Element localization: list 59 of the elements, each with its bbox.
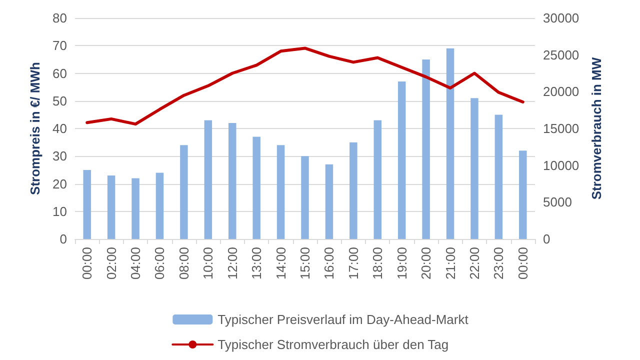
bar — [301, 156, 309, 239]
x-tick-label: 14:00 — [273, 247, 288, 280]
y-tick-label: 50 — [52, 93, 67, 108]
x-tick-label: 21:00 — [442, 247, 458, 280]
x-tick-label: 13:00 — [249, 247, 264, 280]
bar — [204, 120, 212, 239]
bar — [519, 150, 527, 239]
legend-label: Typischer Stromverbrauch über den Tag — [218, 337, 449, 352]
bar — [374, 120, 382, 239]
x-tick-label: 08:00 — [176, 247, 192, 280]
y2-tick-label: 15000 — [543, 121, 580, 136]
x-tick-label: 10:00 — [200, 247, 216, 280]
bar — [422, 59, 430, 239]
x-tick-label: 04:00 — [128, 247, 144, 280]
y2-tick-label: 30000 — [543, 10, 580, 26]
bar — [132, 178, 140, 239]
bar — [276, 145, 285, 239]
x-tick-label: 06:00 — [152, 247, 168, 280]
y-axis-title: Strompreis in €/ MWh — [28, 62, 43, 195]
y-tick-label: 60 — [52, 66, 67, 81]
x-tick-label: 02:00 — [104, 247, 119, 280]
legend-label: Typischer Preisverlauf im Day-Ahead-Markt — [218, 312, 469, 327]
y2-tick-label: 0 — [543, 232, 550, 246]
x-tick-label: 00:00 — [80, 247, 95, 280]
x-tick-label: 22:00 — [466, 247, 482, 280]
y2-tick-label: 10000 — [543, 158, 580, 173]
bar — [350, 142, 358, 239]
y-tick-label: 20 — [52, 176, 67, 192]
bar — [252, 136, 260, 239]
y2-axis-title: Stromverbrauch in MW — [589, 56, 604, 200]
bar — [180, 145, 188, 239]
y-tick-label: 70 — [52, 38, 67, 54]
y-tick-label: 30 — [52, 148, 67, 164]
y-tick-label: 80 — [52, 10, 67, 26]
y2-tick-label: 25000 — [543, 47, 580, 62]
x-tick-label: 23:00 — [491, 247, 506, 280]
x-tick-label: 19:00 — [394, 247, 410, 280]
bar — [398, 82, 406, 239]
bar — [156, 172, 164, 239]
y-tick-label: 10 — [52, 204, 67, 219]
x-tick-label: 16:00 — [322, 247, 337, 280]
bar — [446, 48, 454, 239]
y-tick-label: 40 — [52, 121, 67, 136]
bar — [470, 98, 478, 239]
y2-tick-label: 20000 — [543, 84, 580, 100]
bar — [325, 164, 334, 239]
x-tick-label: 20:00 — [418, 247, 434, 280]
y-tick-label: 0 — [60, 232, 67, 246]
line-series — [86, 46, 524, 126]
x-tick-label: 18:00 — [370, 247, 386, 280]
bar — [83, 170, 91, 239]
x-tick-label: 00:00 — [515, 247, 530, 280]
bar — [494, 114, 503, 239]
bar — [228, 122, 236, 239]
x-tick-label: 15:00 — [298, 247, 312, 280]
x-tick-label: 12:00 — [224, 247, 240, 280]
y2-tick-label: 5000 — [543, 194, 572, 210]
x-tick-label: 17:00 — [346, 247, 361, 280]
bar — [107, 175, 116, 239]
